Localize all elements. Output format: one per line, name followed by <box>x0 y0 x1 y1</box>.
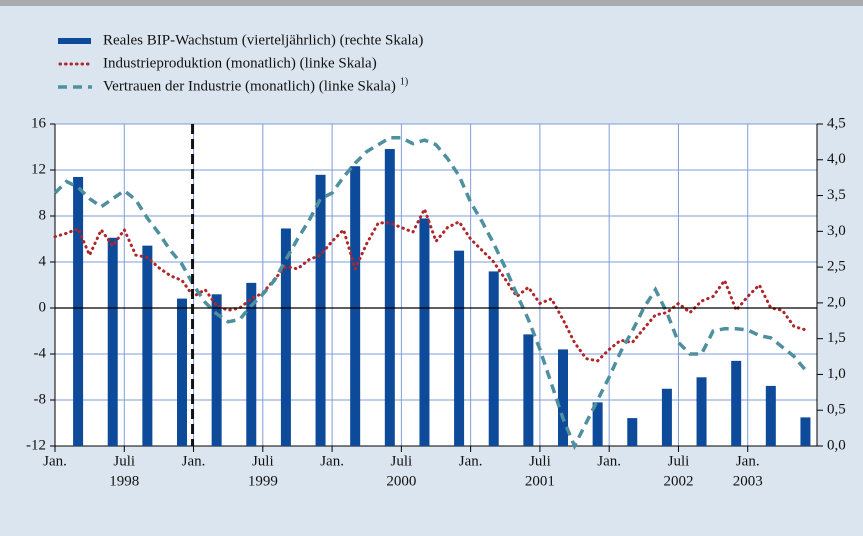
x-tick-label: Juli <box>113 453 135 469</box>
y-tick-label: 12 <box>31 161 46 177</box>
bar <box>350 166 361 446</box>
x-year-label: 2001 <box>525 473 555 489</box>
line-series <box>53 205 807 363</box>
bar <box>419 218 430 446</box>
x-tick-label: Jan. <box>597 453 621 469</box>
y-tick-label: -8 <box>34 391 47 407</box>
legend-footnote: 1) <box>400 76 408 87</box>
bar <box>280 228 291 446</box>
top-band <box>0 0 863 6</box>
bar <box>73 176 84 446</box>
x-year-label: 1998 <box>109 473 139 489</box>
y2-tick-label: 3,0 <box>827 223 846 239</box>
bar <box>488 271 499 446</box>
bar <box>384 149 395 447</box>
y-tick-label: -4 <box>34 345 47 361</box>
x-year-label: 2000 <box>386 473 416 489</box>
bar <box>246 282 257 446</box>
y-tick-label: -12 <box>26 437 46 453</box>
y2-tick-label: 0,5 <box>827 402 846 418</box>
y2-tick-label: 3,5 <box>827 187 846 203</box>
plot-layer: Jan. Juli Jan. Juli Jan. Juli Jan. Juli Jan. Juli… <box>26 115 846 489</box>
bar <box>765 385 776 446</box>
x-tick-label: Juli <box>529 453 551 469</box>
x-tick-label: Jan. <box>320 453 344 469</box>
y2-tick-label: 2,0 <box>827 294 846 310</box>
y2-tick-label: 1,5 <box>827 330 846 346</box>
y-tick-label: 0 <box>39 299 47 315</box>
bar <box>142 245 153 446</box>
bar <box>661 388 672 446</box>
y-tick-label: 16 <box>31 115 47 131</box>
bar <box>177 298 187 446</box>
bar <box>627 418 638 446</box>
bar <box>731 360 742 446</box>
legend-label: Industrieproduktion (monatlich) (linke S… <box>103 55 377 71</box>
y2-tick-label: 2,5 <box>827 259 846 275</box>
y2-tick-label: 4,5 <box>827 115 846 131</box>
bar <box>211 294 222 446</box>
y2-tick-label: 0,0 <box>827 437 846 453</box>
y-tick-label: 8 <box>39 207 47 223</box>
bar <box>800 417 811 446</box>
bar <box>696 377 707 446</box>
y-tick-label: 4 <box>39 253 47 269</box>
x-tick-label: Juli <box>252 453 274 469</box>
x-tick-label: Juli <box>391 453 413 469</box>
y2-tick-label: 1,0 <box>827 366 846 382</box>
x-tick-label: Jan. <box>736 453 760 469</box>
x-year-label: 1999 <box>248 473 278 489</box>
bar <box>107 237 118 446</box>
bar <box>592 402 603 446</box>
legend-label: Reales BIP-Wachstum (vierteljährlich) (r… <box>103 32 423 48</box>
bar <box>523 334 534 446</box>
bar <box>315 174 326 446</box>
line-series <box>53 136 807 451</box>
x-tick-label: Juli <box>668 453 690 469</box>
y2-tick-label: 4,0 <box>827 151 846 167</box>
x-tick-label: Jan. <box>459 453 483 469</box>
legend-label: Vertrauen der Industrie (monatlich) (lin… <box>103 78 396 94</box>
x-tick-label: Jan. <box>182 453 206 469</box>
legend-swatch <box>58 38 91 44</box>
x-year-label: 2003 <box>733 473 763 489</box>
x-year-label: 2002 <box>663 473 693 489</box>
x-tick-label: Jan. <box>43 453 67 469</box>
bar <box>454 250 465 446</box>
bar <box>558 349 568 446</box>
